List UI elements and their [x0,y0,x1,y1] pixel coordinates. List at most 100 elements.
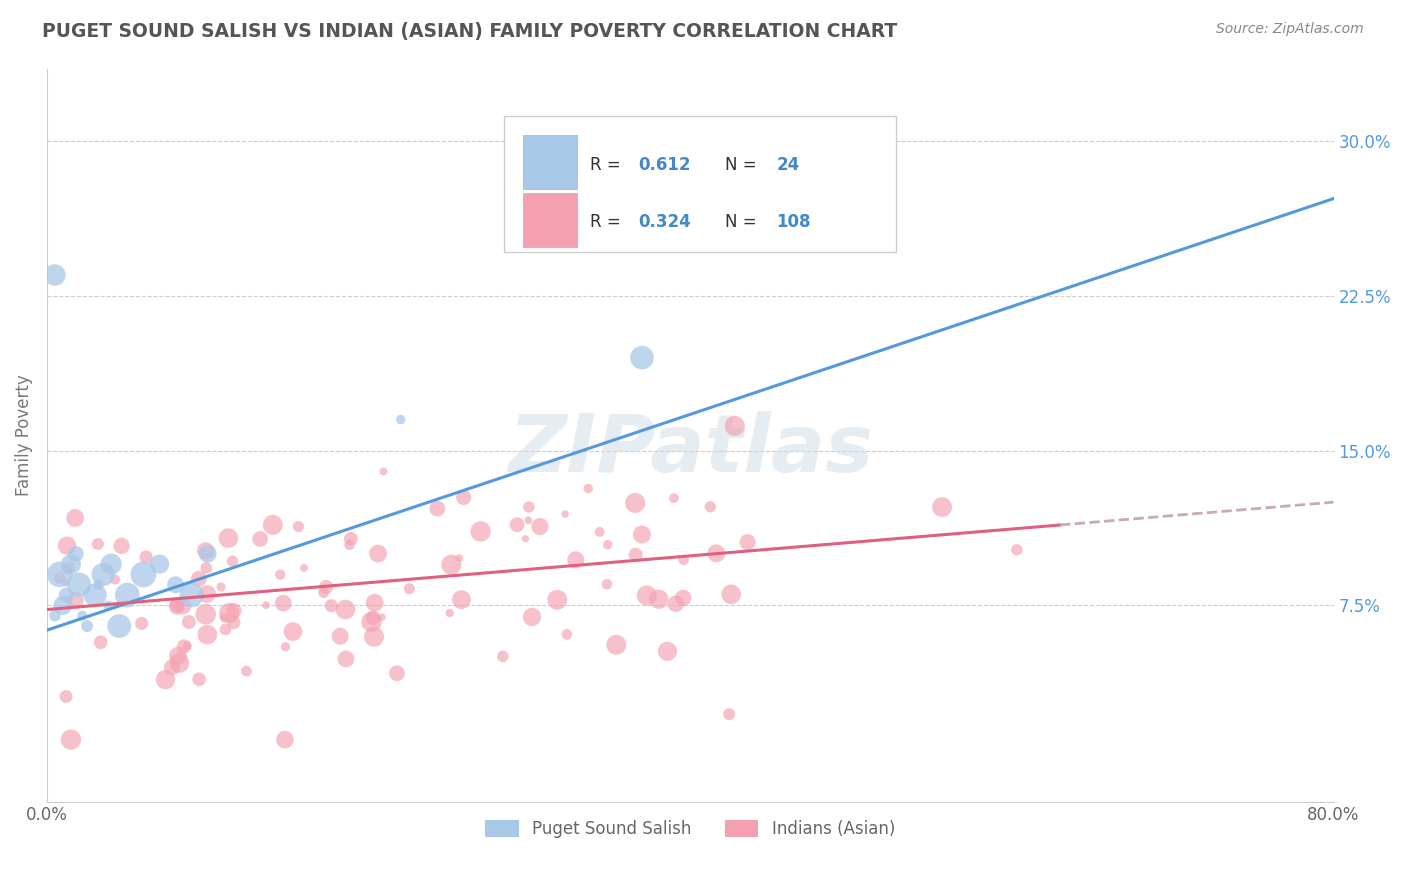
Point [440,558,463,572]
Point [55,690,77,704]
Point [60,557,83,571]
Point [55,575,77,590]
Point [321,599,343,613]
Point [195,627,218,641]
Point [363,630,385,644]
Point [631,527,654,541]
Point [172,599,194,613]
Point [218,606,240,620]
Point [596,577,619,591]
Point [188,673,211,687]
Point [389,412,412,426]
Point [55,588,77,602]
Point [720,587,742,601]
Text: N =: N = [725,213,762,231]
Point [335,602,357,616]
Text: Source: ZipAtlas.com: Source: ZipAtlas.com [1216,22,1364,37]
Point [699,500,721,514]
Point [165,578,187,592]
Point [589,524,612,539]
Point [281,624,304,639]
Point [132,567,155,582]
Point [194,544,217,558]
Point [492,649,515,664]
Point [631,351,654,365]
Point [222,603,245,617]
Point [167,648,190,663]
Point [439,606,461,620]
Point [662,491,685,505]
FancyBboxPatch shape [523,193,576,247]
Point [737,535,759,549]
Point [554,507,576,521]
Point [44,608,66,623]
Point [44,268,66,282]
Point [672,591,695,605]
Point [254,598,277,612]
Point [72,608,94,623]
Point [195,587,218,601]
Point [529,519,551,533]
Point [117,588,139,602]
Text: 0.324: 0.324 [638,213,692,231]
Point [931,500,953,514]
Point [108,619,131,633]
Point [360,615,382,629]
Point [274,640,297,654]
Point [269,567,291,582]
Point [166,599,188,614]
Point [131,616,153,631]
Point [470,524,492,539]
Text: N =: N = [725,156,762,174]
Point [292,561,315,575]
Point [90,635,112,649]
Point [217,531,239,545]
Text: R =: R = [591,213,626,231]
Text: 108: 108 [776,213,811,231]
Point [450,592,472,607]
Point [209,580,232,594]
Point [87,537,110,551]
Point [576,482,599,496]
Point [555,627,578,641]
Point [648,592,671,607]
Point [517,513,540,527]
Point [453,491,475,505]
Point [63,511,86,525]
Point [56,539,79,553]
Point [169,656,191,670]
Point [214,623,236,637]
Point [195,561,218,575]
Point [52,599,75,613]
Point [76,619,98,633]
Point [287,519,309,533]
FancyBboxPatch shape [523,135,576,189]
Point [385,666,408,681]
Point [517,500,540,514]
Point [58,561,80,575]
Text: PUGET SOUND SALISH VS INDIAN (ASIAN) FAMILY POVERTY CORRELATION CHART: PUGET SOUND SALISH VS INDIAN (ASIAN) FAM… [42,22,897,41]
Point [84,588,107,602]
Point [340,532,363,546]
Point [135,549,157,564]
Point [59,732,82,747]
Point [596,538,619,552]
Point [371,610,394,624]
Point [271,596,294,610]
Point [363,596,385,610]
Point [564,553,586,567]
Point [49,567,72,582]
Point [624,496,647,510]
Point [222,615,245,630]
Point [1005,542,1028,557]
Point [724,419,747,434]
Point [335,652,357,666]
Point [104,573,127,587]
Point [110,539,132,553]
Point [160,660,183,674]
Point [166,598,188,612]
Point [657,644,679,658]
Point [312,585,335,599]
Point [546,592,568,607]
Text: 0.612: 0.612 [638,156,692,174]
